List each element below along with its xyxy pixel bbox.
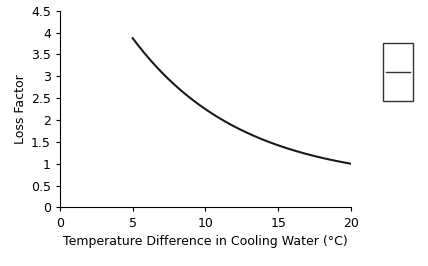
Y-axis label: Loss Factor: Loss Factor — [14, 74, 27, 144]
X-axis label: Temperature Difference in Cooling Water (°C): Temperature Difference in Cooling Water … — [63, 235, 348, 248]
